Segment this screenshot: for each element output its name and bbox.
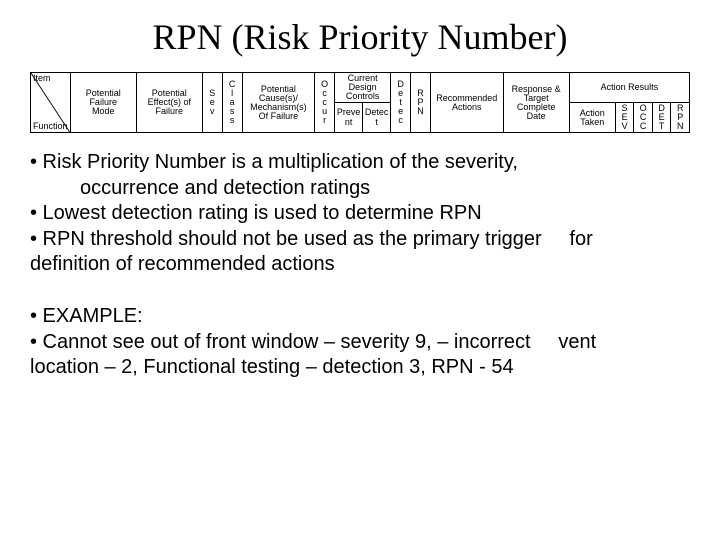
col-class: C l a s s: [222, 73, 242, 133]
col-det2: D E T: [652, 103, 670, 133]
label-function: Function: [33, 122, 68, 131]
fmea-header-table: Item Function Potential Failure Mode Pot…: [30, 72, 690, 133]
body-text: • Risk Priority Number is a multiplicati…: [30, 151, 690, 380]
col-occ2: O C C: [634, 103, 652, 133]
col-occur: O c c u r: [315, 73, 335, 133]
col-recommended-actions: Recommended Actions: [430, 73, 503, 133]
label-item: Item: [33, 74, 51, 83]
bullet-line: • Risk Priority Number is a multiplicati…: [30, 151, 690, 175]
col-potential-failure-mode: Potential Failure Mode: [70, 73, 136, 133]
bullet-line: • Lowest detection rating is used to det…: [30, 202, 690, 226]
col-action-taken: Action Taken: [569, 103, 615, 133]
col-rpn2: R P N: [671, 103, 690, 133]
col-detec: D e t e c: [391, 73, 411, 133]
col-sev2: S E V: [615, 103, 633, 133]
bullet-block-1: • Risk Priority Number is a multiplicati…: [30, 151, 690, 277]
col-rpn: R P N: [411, 73, 431, 133]
bullet-line: location – 2, Functional testing – detec…: [30, 356, 690, 380]
page-title: RPN (Risk Priority Number): [30, 16, 690, 58]
col-current-controls: Current Design Controls: [335, 73, 391, 103]
col-sev: S e v: [202, 73, 222, 133]
bullet-line: occurrence and detection ratings: [30, 177, 690, 201]
col-detect: Detect: [363, 103, 391, 133]
col-potential-cause: Potential Cause(s)/ Mechanism(s) Of Fail…: [242, 73, 315, 133]
bullet-line: • RPN threshold should not be used as th…: [30, 228, 690, 252]
bullet-line: • Cannot see out of front window – sever…: [30, 331, 690, 355]
bullet-line: • EXAMPLE:: [30, 305, 690, 329]
col-prevent: Prevent: [335, 103, 363, 133]
col-potential-effects: Potential Effect(s) of Failure: [136, 73, 202, 133]
col-response-target-date: Response & Target Complete Date: [503, 73, 569, 133]
bullet-line: definition of recommended actions: [30, 253, 690, 277]
bullet-block-2: • EXAMPLE: • Cannot see out of front win…: [30, 305, 690, 380]
col-action-results: Action Results: [569, 73, 689, 103]
col-item-function: Item Function: [31, 73, 71, 133]
